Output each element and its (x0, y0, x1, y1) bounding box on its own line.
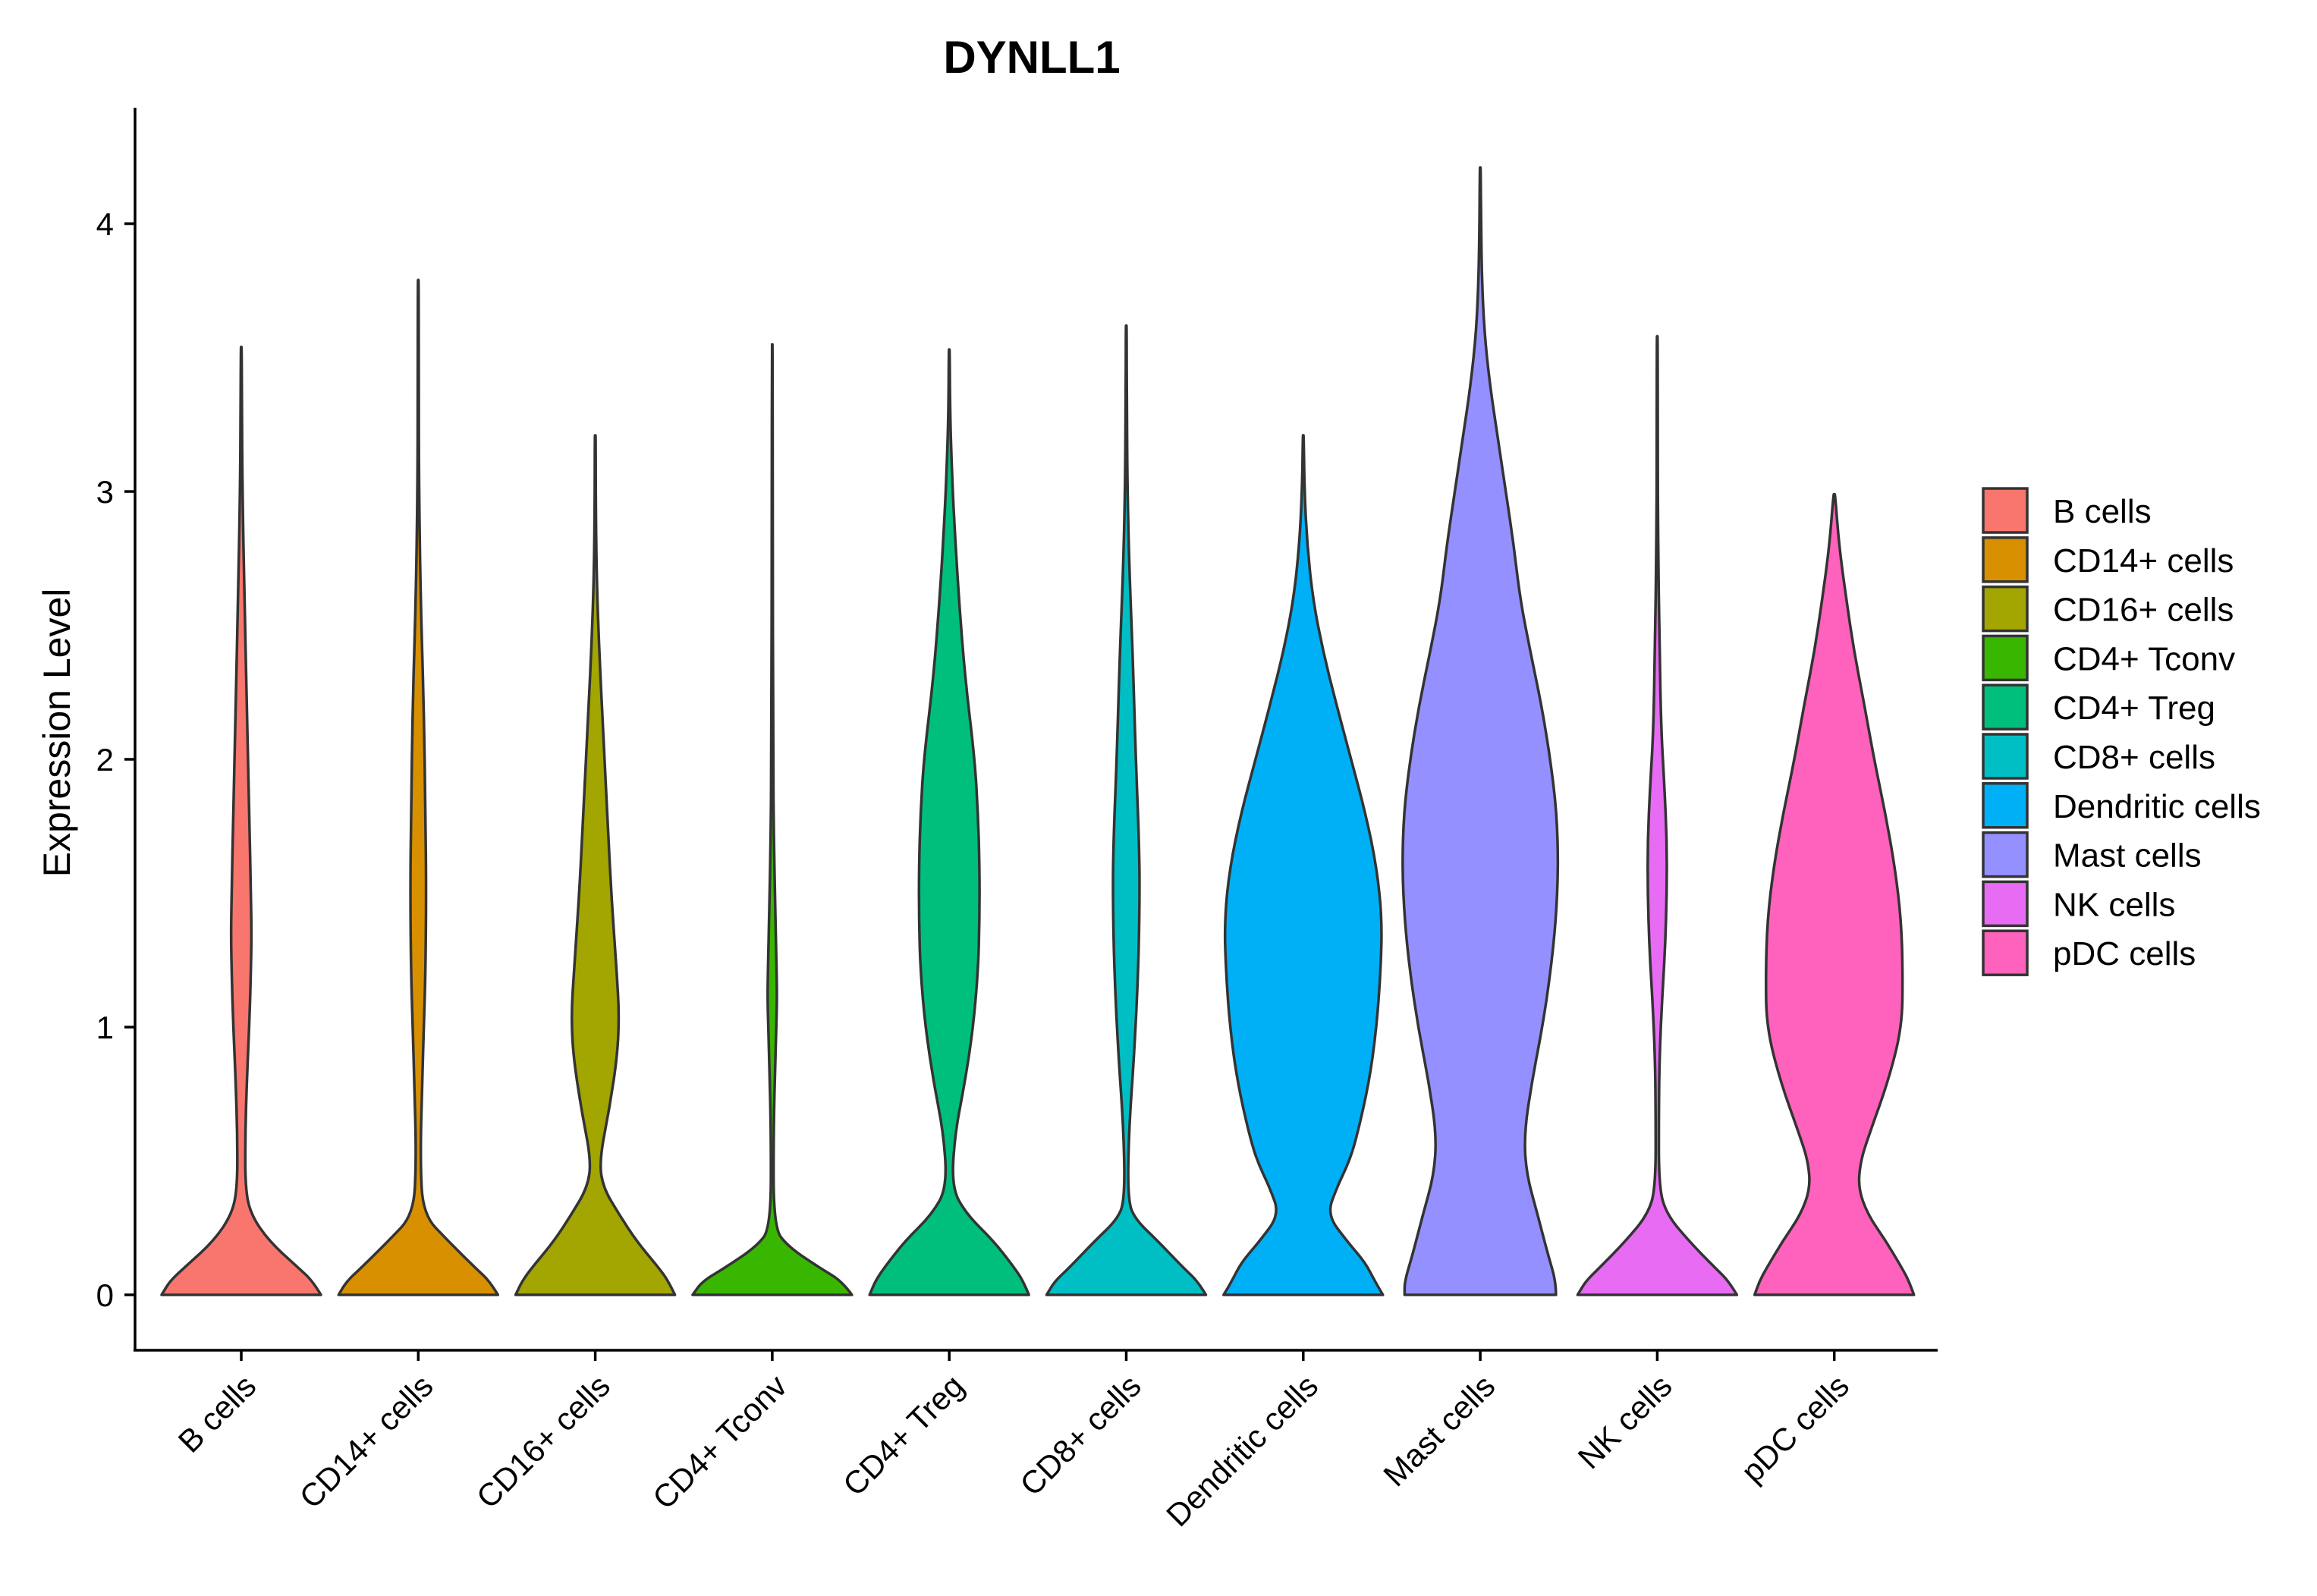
legend-label: Dendritic cells (2053, 788, 2261, 825)
x-tick-label: CD4+ Treg (836, 1368, 971, 1503)
legend-label: CD4+ Treg (2053, 690, 2215, 727)
violin-dendritic-cells (1222, 434, 1385, 1296)
y-axis-title: Expression Level (36, 589, 78, 878)
x-tick-label: CD14+ cells (292, 1368, 439, 1515)
legend-swatch (1982, 929, 2029, 976)
legend-label: B cells (2053, 493, 2152, 530)
x-tick-label: pDC cells (1734, 1368, 1856, 1489)
legend-swatch (1982, 782, 2029, 829)
legend-label: CD4+ Tconv (2053, 640, 2235, 677)
violin-cd14-cells (337, 278, 500, 1296)
violin-pdc-cells (1753, 492, 1916, 1296)
x-tick-label: Dendritic cells (1159, 1368, 1325, 1533)
legend-swatch (1982, 487, 2029, 534)
legend-swatch (1982, 683, 2029, 730)
x-tick-label: CD8+ cells (1013, 1368, 1148, 1503)
legend-swatch (1982, 831, 2029, 878)
legend-label: CD16+ cells (2053, 592, 2234, 629)
y-tick-label: 4 (96, 206, 114, 242)
legend-label: CD8+ cells (2053, 739, 2215, 776)
x-tick-label: CD16+ cells (470, 1368, 617, 1515)
violins-group (160, 166, 1916, 1296)
legend-swatch (1982, 880, 2029, 928)
legend-label: pDC cells (2053, 935, 2196, 972)
x-tick-label: CD4+ Tconv (646, 1368, 794, 1516)
violin-cd8-cells (1045, 324, 1208, 1296)
legend: B cells CD14+ cells CD16+ cells CD4+ Tconv C… (1982, 487, 2261, 976)
y-tick-label: 3 (96, 474, 114, 510)
x-ticks-group: B cells CD14+ cells CD16+ cells CD4+ Tconv C… (171, 1350, 1856, 1533)
violin-cd16-cells (514, 434, 677, 1296)
x-tick-label: B cells (171, 1368, 263, 1459)
legend-label: Mast cells (2053, 837, 2202, 875)
legend-swatch (1982, 585, 2029, 633)
violin-nk-cells (1576, 335, 1739, 1296)
y-tick-label: 2 (96, 742, 114, 778)
violin-mast-cells (1401, 166, 1560, 1296)
legend-label: CD14+ cells (2053, 542, 2234, 580)
violin-cd4-tconv (691, 343, 854, 1296)
axes-group (134, 108, 1938, 1352)
violin-cd4-treg (868, 348, 1030, 1296)
legend-swatch (1982, 733, 2029, 780)
legend-label: NK cells (2053, 886, 2175, 923)
chart-title: DYNLL1 (943, 32, 1120, 83)
x-tick-label: Mast cells (1376, 1368, 1501, 1493)
legend-swatch (1982, 536, 2029, 583)
legend-swatch (1982, 634, 2029, 682)
y-tick-label: 0 (96, 1277, 114, 1313)
y-tick-label: 1 (96, 1010, 114, 1045)
y-ticks-group: 0 1 2 3 4 (96, 206, 135, 1313)
x-tick-label: NK cells (1571, 1368, 1679, 1475)
violin-b-cells (160, 345, 322, 1296)
